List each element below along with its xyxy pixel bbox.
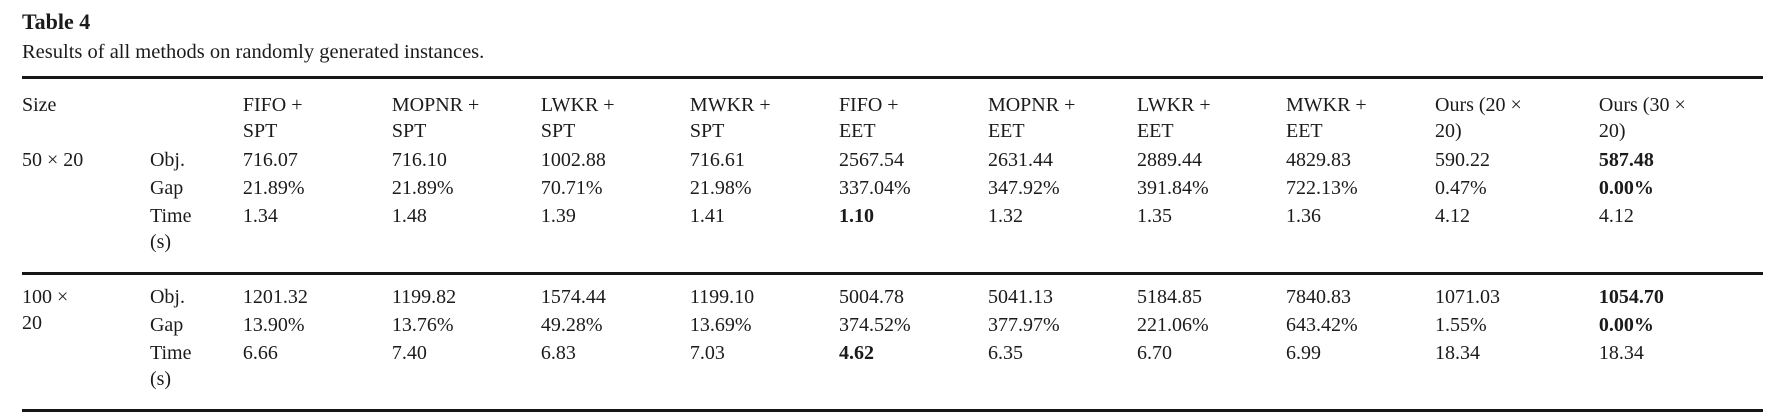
value-cell: 1.48 xyxy=(391,202,541,275)
value-cell: 716.10 xyxy=(391,149,447,171)
value-cell: 5041.13 xyxy=(987,286,1053,308)
table-row: 50 × 20 Obj. 716.07 716.10 1002.88 716.61 2567… xyxy=(22,146,1763,275)
value-cell: 49.28% xyxy=(540,314,603,336)
metric-label: Time (s) xyxy=(149,202,243,275)
value-cell: 1.41 xyxy=(689,202,839,275)
value-cell: 13.76% xyxy=(391,314,454,336)
column-header xyxy=(150,78,243,147)
metric-label: Obj. xyxy=(149,286,185,308)
value-cell: 6.66 xyxy=(242,342,278,364)
table-caption: Results of all methods on randomly gener… xyxy=(22,41,485,63)
value-cell: 70.71% xyxy=(540,177,603,199)
value-cell: 18.34 xyxy=(1598,342,1644,364)
value-cell: 7.40 xyxy=(391,342,427,364)
value-cell: 4.12 xyxy=(1435,202,1599,275)
value-cell: 21.89% xyxy=(242,177,305,199)
value-cell: 1071.03 xyxy=(1435,286,1500,308)
value-cell: 0.47% xyxy=(1435,177,1487,199)
value-cell: 1002.88 xyxy=(540,149,606,171)
column-header: Size xyxy=(22,94,57,116)
column-header: FIFO + SPT xyxy=(242,94,303,142)
value-cell: 1054.70 xyxy=(1598,286,1664,308)
size-cell: 100 × 20 xyxy=(22,286,69,334)
value-cell: 6.99 xyxy=(1285,342,1321,364)
value-cell: 391.84% xyxy=(1136,177,1209,199)
value-cell: 722.13% xyxy=(1285,177,1358,199)
value-cell: 21.98% xyxy=(689,177,752,199)
value-cell: 2631.44 xyxy=(987,149,1053,171)
metric-label: Time (s) xyxy=(149,342,192,390)
value-cell: 4.12 xyxy=(1598,202,1763,275)
value-cell: 4.62 xyxy=(838,342,874,364)
table-row: 100 × 20 Obj. 1201.32 1199.82 1574.44 1199.10… xyxy=(22,274,1763,334)
header-row: Size FIFO + SPT MOPNR + SPT LWKR + SPT MWKR … xyxy=(22,78,1763,147)
value-cell: 716.07 xyxy=(242,149,298,171)
column-header: MOPNR + SPT xyxy=(391,94,480,142)
results-table: Size FIFO + SPT MOPNR + SPT LWKR + SPT MWKR … xyxy=(22,76,1763,412)
value-cell: 13.90% xyxy=(242,314,305,336)
table-row: Gap 13.90% 13.76% 49.28% 13.69% 374.52% 377.97… xyxy=(22,311,1763,339)
value-cell: 7.03 xyxy=(689,342,725,364)
value-cell: 13.69% xyxy=(689,314,752,336)
value-cell: 587.48 xyxy=(1598,149,1654,171)
value-cell: 1199.10 xyxy=(689,286,755,308)
value-cell: 5004.78 xyxy=(838,286,904,308)
value-cell: 347.92% xyxy=(987,177,1060,199)
value-cell: 377.97% xyxy=(987,314,1060,336)
table-row: Time (s) 6.66 7.40 6.83 7.03 4.62 6.35 6.70 6.99… xyxy=(22,339,1763,411)
value-cell: 21.89% xyxy=(391,177,454,199)
column-header: LWKR + SPT xyxy=(540,94,615,142)
column-header: Ours (30 × 20) xyxy=(1598,94,1686,142)
value-cell: 7840.83 xyxy=(1285,286,1351,308)
value-cell: 18.34 xyxy=(1435,342,1480,364)
value-cell: 1.55% xyxy=(1435,314,1487,336)
column-header: MWKR + EET xyxy=(1285,94,1367,142)
column-header: FIFO + EET xyxy=(838,94,899,142)
value-cell: 337.04% xyxy=(838,177,911,199)
value-cell: 1.35 xyxy=(1136,202,1286,275)
value-cell: 221.06% xyxy=(1136,314,1209,336)
value-cell: 2567.54 xyxy=(838,149,904,171)
value-cell: 1201.32 xyxy=(242,286,308,308)
metric-label: Gap xyxy=(149,177,184,199)
metric-label: Obj. xyxy=(149,149,185,171)
table-row: Time (s) 1.34 1.48 1.39 1.41 1.10 1.32 1.35 1.36… xyxy=(22,202,1763,275)
value-cell: 1.34 xyxy=(242,202,392,275)
value-cell: 2889.44 xyxy=(1136,149,1202,171)
value-cell: 1574.44 xyxy=(540,286,606,308)
column-header: Ours (20 × 20) xyxy=(1435,94,1522,142)
value-cell: 0.00% xyxy=(1598,177,1654,199)
value-cell: 0.00% xyxy=(1598,314,1654,336)
value-cell: 590.22 xyxy=(1435,149,1490,171)
table-title: Table 4 xyxy=(22,9,91,34)
table-row: Gap 21.89% 21.89% 70.71% 21.98% 337.04% 347.92… xyxy=(22,174,1763,202)
value-cell: 374.52% xyxy=(838,314,911,336)
column-header: MWKR + SPT xyxy=(689,94,771,142)
size-cell: 50 × 20 xyxy=(22,146,150,275)
value-cell: 716.61 xyxy=(689,149,745,171)
column-header: LWKR + EET xyxy=(1136,94,1211,142)
value-cell: 1199.82 xyxy=(391,286,457,308)
value-cell: 5184.85 xyxy=(1136,286,1202,308)
value-cell: 1.10 xyxy=(838,202,988,275)
value-cell: 1.32 xyxy=(987,202,1137,275)
metric-label: Gap xyxy=(149,314,184,336)
value-cell: 1.39 xyxy=(540,202,690,275)
value-cell: 6.70 xyxy=(1136,342,1172,364)
value-cell: 643.42% xyxy=(1285,314,1358,336)
value-cell: 4829.83 xyxy=(1285,149,1351,171)
value-cell: 6.35 xyxy=(987,342,1023,364)
column-header: MOPNR + EET xyxy=(987,94,1076,142)
value-cell: 6.83 xyxy=(540,342,576,364)
value-cell: 1.36 xyxy=(1285,202,1435,275)
